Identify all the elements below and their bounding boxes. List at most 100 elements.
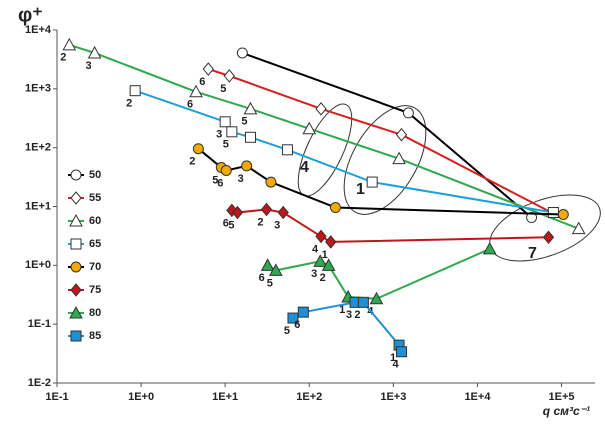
data-point bbox=[189, 84, 203, 98]
point-label: 5 bbox=[212, 174, 218, 186]
point-label: 3 bbox=[311, 268, 317, 280]
data-point bbox=[542, 230, 555, 245]
data-point bbox=[526, 212, 538, 224]
data-point bbox=[302, 121, 317, 135]
data-point bbox=[241, 160, 253, 172]
data-point bbox=[231, 205, 244, 220]
y-tick-label: 1E+1 bbox=[25, 200, 51, 212]
legend-label: 75 bbox=[89, 284, 101, 296]
data-point bbox=[265, 176, 277, 188]
legend-marker bbox=[70, 191, 82, 205]
region-ellipse bbox=[297, 103, 353, 197]
y-tick-label: 1E+4 bbox=[25, 24, 52, 36]
data-point bbox=[226, 126, 238, 138]
x-tick-label: 1E+5 bbox=[549, 391, 575, 403]
legend-marker bbox=[69, 305, 83, 319]
data-point bbox=[392, 151, 406, 165]
point-label: 3 bbox=[274, 219, 280, 231]
legend-label: 65 bbox=[89, 238, 101, 250]
data-point bbox=[287, 312, 299, 324]
data-point bbox=[321, 258, 336, 271]
data-point bbox=[325, 235, 337, 249]
data-point bbox=[357, 296, 369, 308]
point-label: 3 bbox=[86, 60, 92, 72]
data-point bbox=[557, 209, 569, 221]
x-tick-label: 1E+0 bbox=[128, 391, 154, 403]
point-label: 2 bbox=[126, 98, 132, 110]
x-tick-label: 1E+3 bbox=[380, 391, 406, 403]
region-label: 7 bbox=[528, 245, 537, 262]
data-point bbox=[395, 127, 408, 142]
point-label: 3 bbox=[346, 309, 352, 321]
legend-marker bbox=[70, 283, 82, 297]
x-axis-title: q см³с⁻¹ bbox=[543, 404, 590, 418]
data-point bbox=[482, 241, 497, 255]
data-point bbox=[87, 45, 102, 59]
region-label: 4 bbox=[300, 159, 309, 176]
legend-marker bbox=[70, 330, 82, 342]
point-label: 4 bbox=[312, 243, 319, 255]
x-tick-label: 1E+2 bbox=[296, 391, 322, 403]
data-point bbox=[277, 205, 289, 220]
data-point bbox=[547, 207, 559, 219]
point-label: 5 bbox=[220, 83, 226, 95]
data-point bbox=[315, 229, 327, 244]
data-point bbox=[202, 62, 214, 76]
x-tick-label: 1E-1 bbox=[45, 391, 68, 403]
legend-marker bbox=[70, 169, 82, 181]
point-label: 5 bbox=[223, 139, 229, 151]
data-point bbox=[571, 221, 586, 235]
data-point bbox=[315, 102, 327, 116]
data-point bbox=[223, 69, 235, 83]
data-point bbox=[281, 144, 293, 156]
data-point bbox=[260, 258, 275, 271]
legend-marker bbox=[70, 261, 82, 273]
legend-label: 60 bbox=[89, 215, 101, 227]
point-label: 2 bbox=[257, 216, 263, 228]
region-label: 1 bbox=[356, 181, 365, 198]
data-point bbox=[369, 291, 384, 305]
data-point bbox=[329, 202, 341, 214]
legend-marker bbox=[69, 213, 83, 227]
series-line bbox=[68, 43, 580, 230]
point-label: 6 bbox=[294, 319, 300, 331]
point-label: 6 bbox=[199, 76, 205, 88]
point-label: 2 bbox=[320, 272, 326, 284]
region-ellipse bbox=[489, 194, 601, 262]
point-label: 6 bbox=[217, 177, 223, 189]
legend-label: 50 bbox=[89, 169, 101, 181]
point-label: 2 bbox=[60, 52, 66, 64]
x-tick-label: 1E+4 bbox=[464, 391, 491, 403]
legend-label: 55 bbox=[89, 192, 101, 204]
data-point bbox=[396, 346, 408, 358]
data-point bbox=[243, 101, 258, 115]
series-line bbox=[267, 248, 491, 300]
point-label: 6 bbox=[187, 99, 193, 111]
point-label: 5 bbox=[284, 325, 290, 337]
legend-marker bbox=[70, 238, 82, 250]
point-label: 1 bbox=[339, 304, 345, 316]
y-tick-label: 1E-2 bbox=[28, 377, 51, 389]
point-label: 3 bbox=[238, 173, 244, 185]
data-point bbox=[402, 107, 414, 119]
point-label: 1 bbox=[322, 249, 328, 261]
data-point bbox=[219, 116, 231, 128]
y-tick-label: 1E+0 bbox=[25, 259, 51, 271]
y-tick-label: 1E-1 bbox=[28, 318, 51, 330]
point-label: 3 bbox=[216, 129, 222, 141]
chart-title: φ⁺ bbox=[18, 4, 43, 26]
point-label: 5 bbox=[267, 277, 273, 289]
data-point bbox=[192, 143, 204, 155]
data-point bbox=[297, 306, 309, 318]
legend-label: 80 bbox=[89, 307, 101, 319]
data-point bbox=[260, 202, 273, 217]
x-tick-label: 1E+1 bbox=[212, 391, 238, 403]
y-tick-label: 1E+2 bbox=[25, 142, 51, 154]
point-label: 6 bbox=[259, 272, 265, 284]
point-label: 1 bbox=[390, 352, 396, 364]
data-point bbox=[236, 47, 248, 59]
data-point bbox=[268, 263, 283, 276]
point-label: 2 bbox=[189, 156, 195, 168]
